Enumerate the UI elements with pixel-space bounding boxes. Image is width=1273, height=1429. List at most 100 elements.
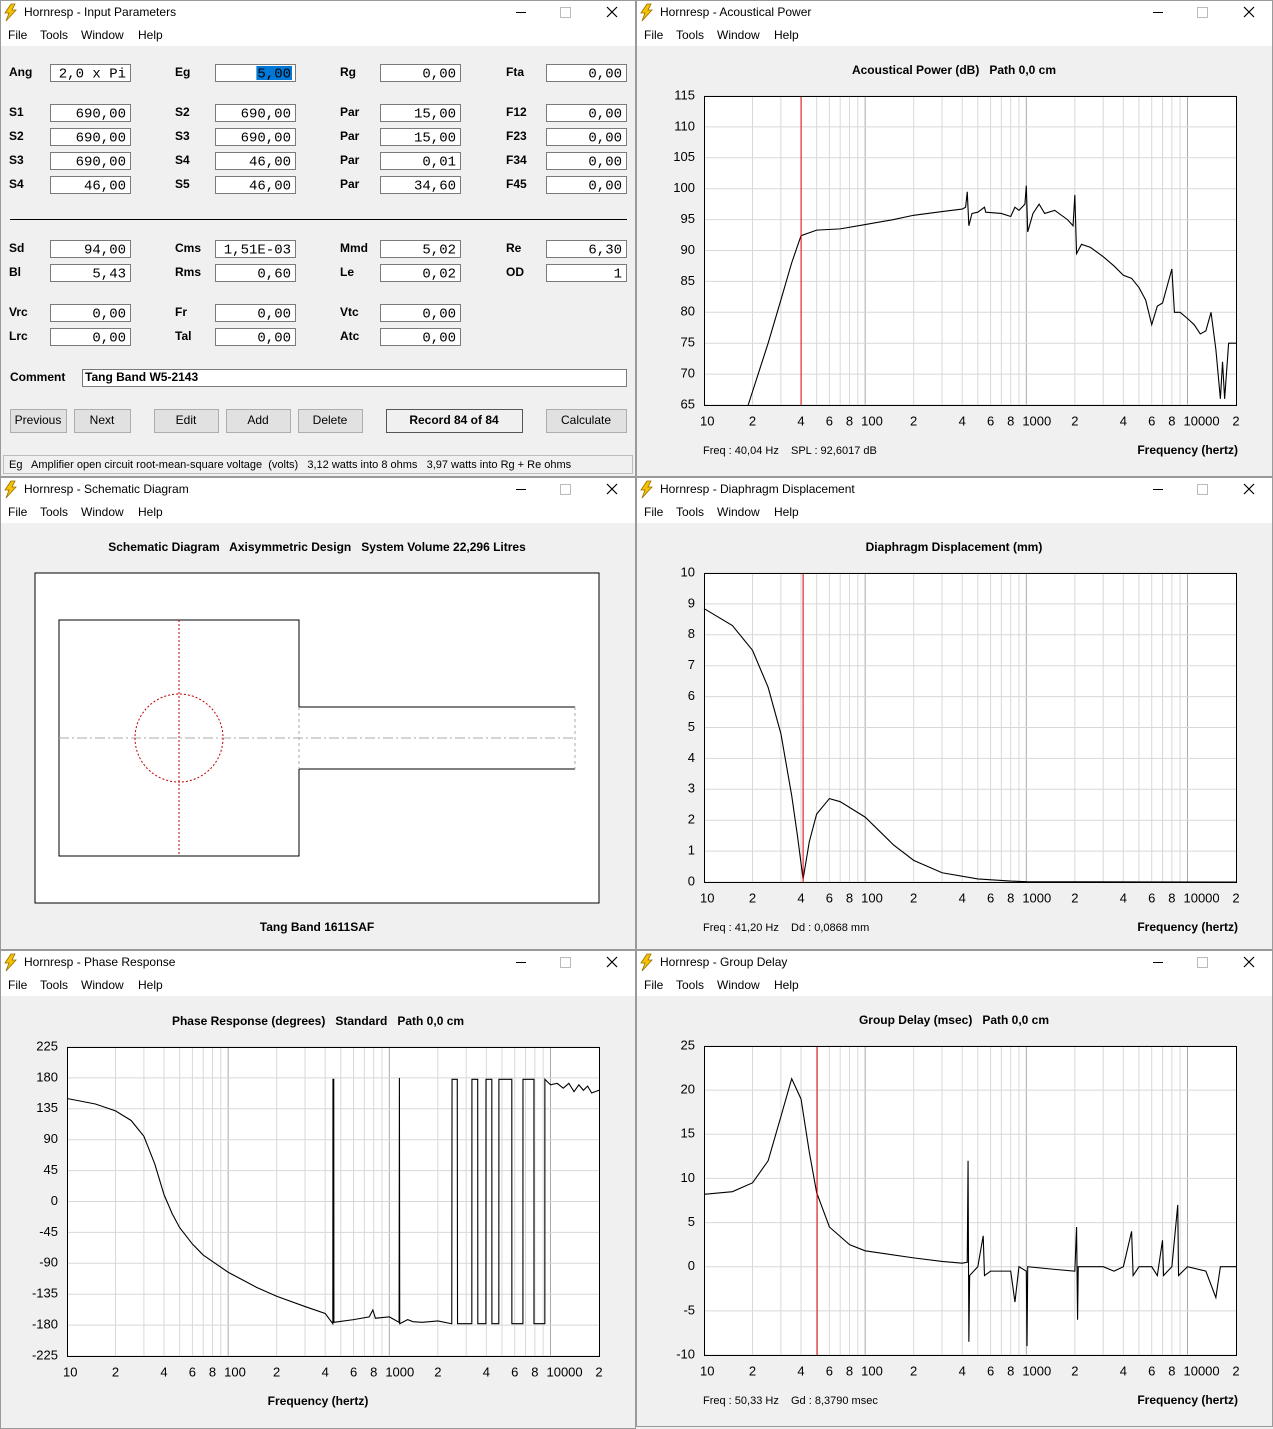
field-label: F45 bbox=[506, 177, 527, 191]
text-field[interactable] bbox=[380, 152, 461, 170]
menu-item[interactable]: Tools bbox=[676, 505, 704, 519]
button[interactable] bbox=[546, 409, 627, 433]
button-label: Previous bbox=[15, 413, 62, 427]
maximize-button[interactable] bbox=[1197, 7, 1208, 18]
close-button[interactable] bbox=[1243, 956, 1255, 968]
button[interactable] bbox=[74, 409, 131, 433]
text-field[interactable] bbox=[215, 264, 296, 282]
field-value: 690,00 bbox=[241, 107, 291, 123]
text-field[interactable] bbox=[546, 128, 627, 146]
menu-item[interactable]: File bbox=[8, 28, 28, 42]
close-button[interactable] bbox=[606, 6, 618, 18]
maximize-button[interactable] bbox=[560, 7, 571, 18]
menu-item[interactable]: File bbox=[8, 978, 28, 992]
text-field[interactable] bbox=[546, 64, 627, 82]
text-field[interactable] bbox=[546, 264, 627, 282]
field-label: S3 bbox=[9, 153, 24, 167]
comment-field[interactable] bbox=[82, 369, 627, 387]
y-tick-label: 70 bbox=[681, 366, 695, 381]
text-field[interactable] bbox=[380, 176, 461, 194]
maximize-button[interactable] bbox=[560, 484, 571, 495]
button[interactable] bbox=[298, 409, 363, 433]
menu-item[interactable]: Tools bbox=[40, 28, 68, 42]
x-tick-label: 2 bbox=[112, 1364, 119, 1379]
menu-item[interactable]: Window bbox=[717, 28, 760, 42]
selection-highlight bbox=[256, 66, 292, 80]
text-field[interactable] bbox=[380, 240, 461, 258]
text-field[interactable] bbox=[380, 128, 461, 146]
menu-item[interactable]: File bbox=[644, 28, 664, 42]
text-field[interactable] bbox=[50, 240, 131, 258]
text-field[interactable] bbox=[50, 264, 131, 282]
cursor-readout: Dd : 0,0868 mm bbox=[791, 922, 869, 934]
menu-item[interactable]: Tools bbox=[676, 978, 704, 992]
menu-item[interactable]: File bbox=[8, 505, 28, 519]
y-tick-label: -225 bbox=[32, 1347, 58, 1362]
text-field[interactable] bbox=[215, 176, 296, 194]
text-field[interactable] bbox=[50, 104, 131, 122]
menu-item[interactable]: Help bbox=[138, 28, 163, 42]
text-field[interactable] bbox=[380, 304, 461, 322]
text-field[interactable] bbox=[380, 64, 461, 82]
field-label: Fr bbox=[175, 305, 187, 319]
field-label: S2 bbox=[175, 105, 190, 119]
text-field[interactable] bbox=[215, 328, 296, 346]
field-label: Rg bbox=[340, 65, 356, 79]
text-field[interactable] bbox=[215, 104, 296, 122]
menu-item[interactable]: Help bbox=[138, 978, 163, 992]
menu-item[interactable]: Window bbox=[81, 28, 124, 42]
menu-item[interactable]: Help bbox=[774, 978, 799, 992]
text-field[interactable] bbox=[50, 176, 131, 194]
close-button[interactable] bbox=[1243, 483, 1255, 495]
text-field[interactable] bbox=[50, 64, 131, 82]
close-button[interactable] bbox=[1243, 6, 1255, 18]
y-tick-label: 0 bbox=[51, 1193, 58, 1208]
text-field[interactable] bbox=[215, 240, 296, 258]
field-label: Cms bbox=[175, 241, 201, 255]
menu-item[interactable]: File bbox=[644, 978, 664, 992]
x-tick-label: 8 bbox=[846, 1363, 853, 1378]
menu-item[interactable]: Tools bbox=[40, 505, 68, 519]
close-button[interactable] bbox=[606, 483, 618, 495]
text-field[interactable] bbox=[215, 152, 296, 170]
menu-item[interactable]: Window bbox=[81, 505, 124, 519]
text-field[interactable] bbox=[50, 152, 131, 170]
text-field[interactable] bbox=[546, 176, 627, 194]
menu-item[interactable]: Tools bbox=[676, 28, 704, 42]
text-field[interactable] bbox=[215, 304, 296, 322]
menu-item[interactable]: Help bbox=[138, 505, 163, 519]
text-field[interactable] bbox=[50, 128, 131, 146]
button-label: Add bbox=[247, 413, 268, 427]
text-field[interactable] bbox=[50, 304, 131, 322]
maximize-button[interactable] bbox=[1197, 957, 1208, 968]
chart-title: Group Delay (msec) Path 0,0 cm bbox=[859, 1013, 1049, 1027]
text-field[interactable] bbox=[380, 328, 461, 346]
button[interactable] bbox=[10, 409, 67, 433]
menu-item[interactable]: Window bbox=[81, 978, 124, 992]
title-bar bbox=[637, 478, 1272, 501]
menu-item[interactable]: Help bbox=[774, 28, 799, 42]
field-label: Tal bbox=[175, 329, 191, 343]
field-value: 0,00 bbox=[257, 307, 291, 323]
text-field[interactable] bbox=[546, 240, 627, 258]
cursor-readout: Gd : 8,3790 msec bbox=[791, 1395, 878, 1407]
text-field[interactable] bbox=[215, 128, 296, 146]
button[interactable] bbox=[226, 409, 291, 433]
text-field[interactable] bbox=[50, 328, 131, 346]
text-field[interactable] bbox=[380, 104, 461, 122]
menu-item[interactable]: Window bbox=[717, 978, 760, 992]
text-field[interactable] bbox=[546, 152, 627, 170]
maximize-button[interactable] bbox=[1197, 484, 1208, 495]
maximize-button[interactable] bbox=[560, 957, 571, 968]
text-field[interactable] bbox=[546, 104, 627, 122]
field-value: 2,0 x Pi bbox=[59, 67, 126, 83]
button[interactable] bbox=[154, 409, 219, 433]
field-label: Atc bbox=[340, 329, 360, 343]
menu-item[interactable]: File bbox=[644, 505, 664, 519]
menu-item[interactable]: Window bbox=[717, 505, 760, 519]
text-field[interactable] bbox=[380, 264, 461, 282]
close-button[interactable] bbox=[606, 956, 618, 968]
menu-item[interactable]: Help bbox=[774, 505, 799, 519]
field-label: Fta bbox=[506, 65, 524, 79]
menu-item[interactable]: Tools bbox=[40, 978, 68, 992]
